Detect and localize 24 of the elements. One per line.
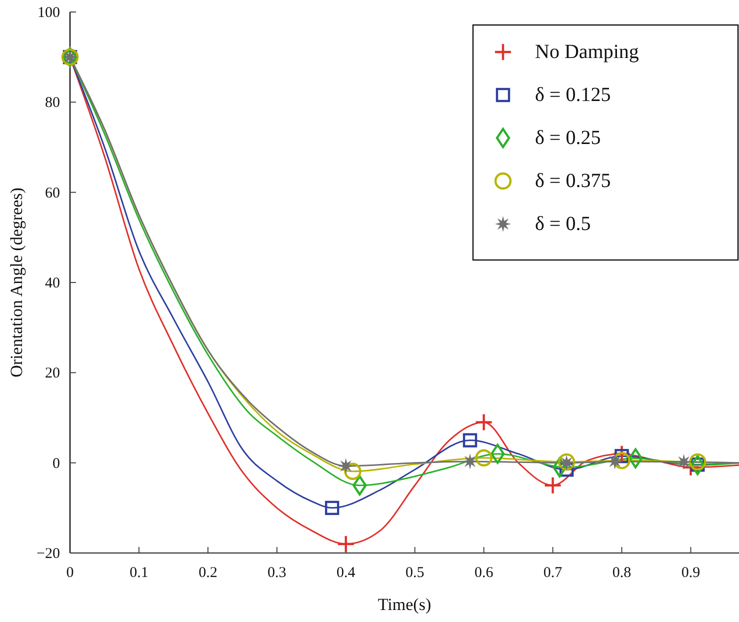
legend-label: No Damping <box>535 41 639 63</box>
legend-label: δ = 0.25 <box>535 127 601 149</box>
y-axis-title: Orientation Angle (degrees) <box>7 188 26 378</box>
legend-label: δ = 0.375 <box>535 170 611 192</box>
x-tick-label: 0.8 <box>612 565 632 581</box>
x-tick-label: 0.2 <box>198 565 218 581</box>
y-tick-label: 40 <box>45 276 60 292</box>
y-tick-label: 0 <box>52 456 60 472</box>
x-tick-label: 0.4 <box>336 565 356 581</box>
y-tick-label: 60 <box>45 185 60 202</box>
y-tick-label: −20 <box>36 546 60 562</box>
x-tick-label: 0.7 <box>543 565 563 581</box>
y-tick-label: 100 <box>38 5 60 21</box>
x-tick-label: 0.1 <box>130 565 148 581</box>
legend-label: δ = 0.5 <box>535 213 591 235</box>
x-axis-title: Time(s) <box>378 595 432 614</box>
x-tick-label: 0.6 <box>474 565 494 581</box>
x-tick-label: 0.5 <box>405 565 424 581</box>
y-tick-label: 80 <box>45 95 60 112</box>
x-tick-label: 0.3 <box>268 565 286 581</box>
y-tick-label: 20 <box>45 366 60 382</box>
x-tick-label: 0 <box>66 565 74 581</box>
x-tick-label: 0.9 <box>681 565 700 581</box>
legend-label: δ = 0.125 <box>535 84 611 106</box>
